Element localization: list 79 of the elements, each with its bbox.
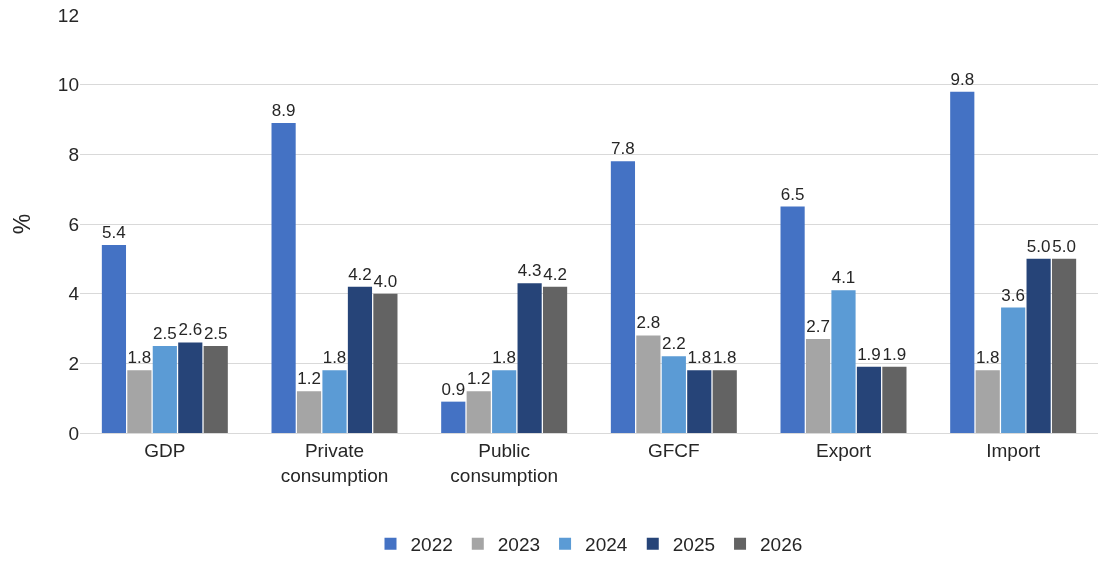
y-axis-title: % (9, 213, 36, 235)
x-tick-label: Private consumption (280, 439, 389, 486)
data-label: 3.6 (1001, 285, 1025, 305)
bar (831, 290, 856, 433)
data-label: 1.8 (492, 348, 516, 368)
data-label: 1.9 (857, 344, 881, 364)
data-label: 1.2 (297, 369, 321, 389)
bar (517, 283, 542, 433)
data-label: 5.4 (102, 222, 126, 242)
bar (882, 366, 907, 433)
data-label: 8.9 (271, 100, 296, 120)
data-label: 5.0 (1026, 236, 1051, 256)
data-label: 2.5 (153, 323, 177, 343)
bar (271, 122, 296, 433)
bar (712, 370, 737, 433)
bar (1026, 258, 1051, 433)
bar (780, 206, 805, 433)
x-tick-label: Import (986, 439, 1041, 461)
y-tick-label: 8 (68, 143, 79, 165)
data-label: 1.8 (687, 348, 712, 368)
data-label: 2.5 (203, 323, 228, 343)
y-tick-label: 2 (68, 352, 79, 374)
data-label: 0.9 (441, 379, 466, 399)
legend-label: 2022 (410, 534, 453, 556)
data-label: 1.8 (975, 348, 1000, 368)
bar (178, 342, 203, 433)
data-label: 4.2 (543, 264, 567, 284)
data-label: 1.8 (127, 348, 152, 368)
bar (661, 356, 686, 433)
data-label: 6.5 (780, 184, 805, 204)
data-label: 2.2 (662, 334, 686, 354)
data-label: 7.8 (611, 139, 635, 159)
data-label: 1.2 (466, 369, 491, 389)
y-tick-label: 10 (57, 74, 79, 96)
data-label: 2.7 (806, 316, 830, 336)
data-label: 2.8 (636, 313, 661, 333)
bar (127, 370, 152, 433)
data-label: 2.6 (178, 320, 203, 340)
x-tick-label: Public consumption (450, 439, 559, 486)
legend-label: 2026 (760, 534, 803, 556)
bar (466, 391, 491, 433)
legend-label: 2023 (497, 534, 541, 556)
data-label: 4.0 (373, 271, 398, 291)
bar (152, 345, 177, 433)
x-tick-label: GFCF (647, 439, 700, 461)
bar (373, 293, 398, 433)
bar (1051, 258, 1077, 433)
bar (101, 244, 127, 433)
data-label: 1.8 (322, 348, 347, 368)
y-tick-label: 0 (68, 422, 79, 444)
bar (610, 161, 636, 433)
bar (856, 366, 882, 433)
x-tick-label: Export (816, 439, 872, 461)
bar (296, 391, 322, 433)
bar (687, 370, 712, 433)
data-label: 9.8 (950, 69, 975, 89)
bar (1001, 307, 1026, 433)
bar (975, 370, 1000, 433)
data-label: 4.1 (831, 268, 856, 288)
bar (322, 370, 347, 433)
data-label: 1.9 (882, 344, 907, 364)
bar (805, 338, 831, 433)
legend-label: 2024 (585, 534, 628, 556)
data-label: 4.2 (348, 264, 372, 284)
bar (636, 335, 661, 433)
bar (492, 370, 517, 433)
bar (441, 401, 466, 433)
bar (542, 286, 568, 433)
data-label: 1.8 (712, 348, 737, 368)
bar (347, 286, 373, 433)
bar (950, 91, 975, 433)
data-label: 5.0 (1052, 236, 1076, 256)
y-tick-label: 4 (68, 283, 80, 305)
bar (203, 345, 228, 433)
legend-label: 2025 (672, 534, 716, 556)
y-tick-label: 6 (68, 213, 79, 235)
x-tick-label: GDP (144, 439, 186, 461)
data-label: 4.3 (517, 261, 542, 281)
y-tick-label: 12 (57, 4, 79, 26)
